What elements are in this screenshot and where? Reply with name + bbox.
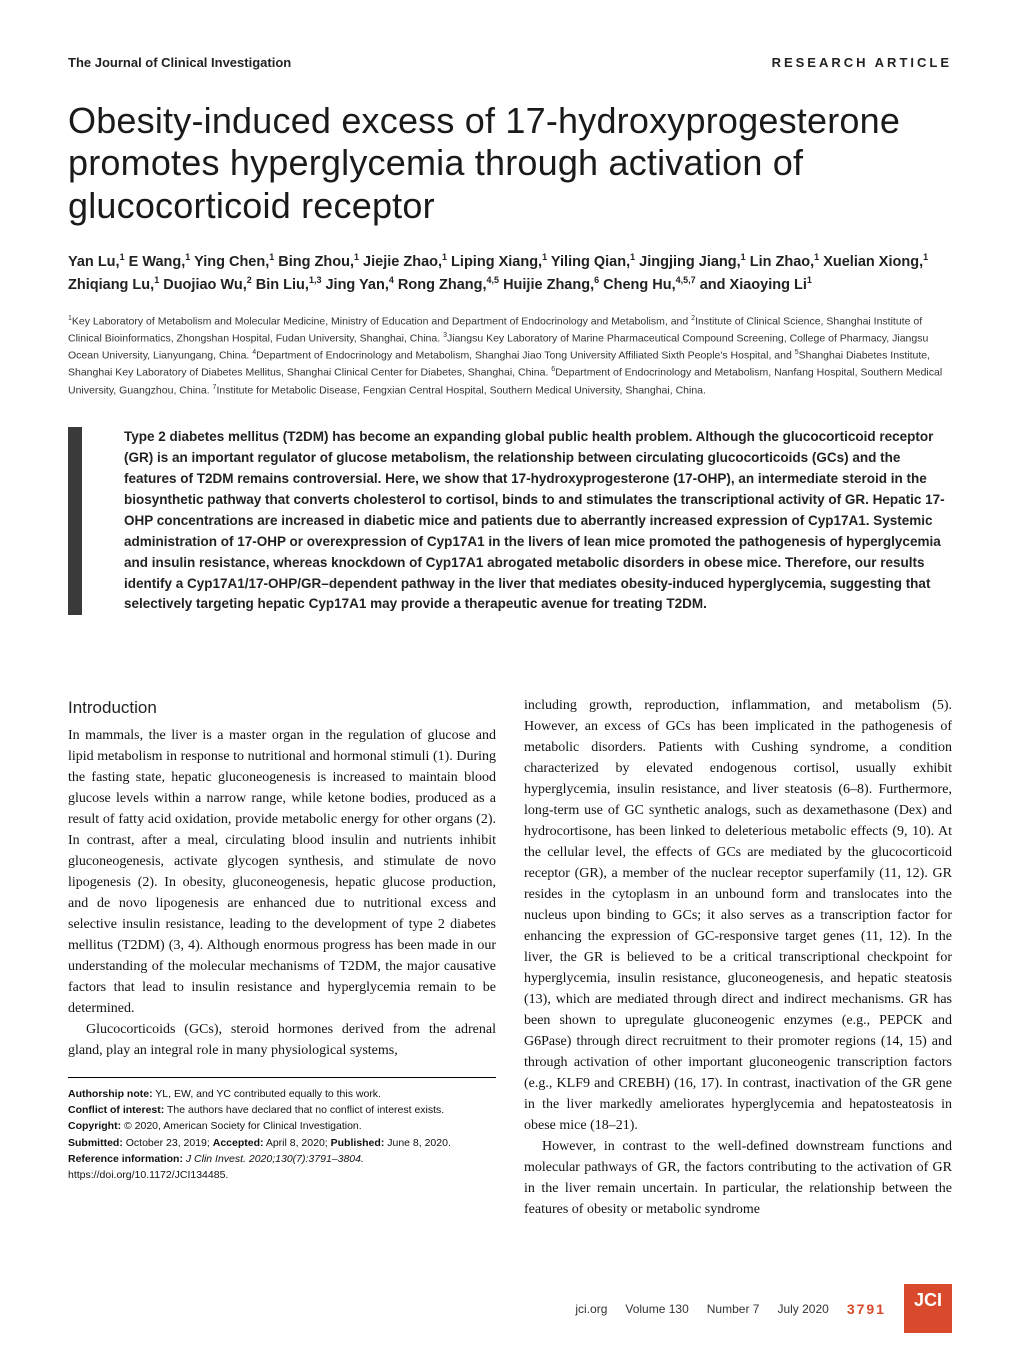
body-paragraph: However, in contrast to the well-defined…	[524, 1136, 952, 1220]
section-heading: Introduction	[68, 695, 496, 721]
article-title: Obesity-induced excess of 17-hydroxyprog…	[68, 100, 952, 227]
footer-site: jci.org	[575, 1302, 607, 1316]
submission-dates: Submitted: October 23, 2019; Accepted: A…	[68, 1135, 496, 1151]
reference-info: Reference information: J Clin Invest. 20…	[68, 1151, 496, 1167]
abstract-text: Type 2 diabetes mellitus (T2DM) has beco…	[82, 427, 952, 615]
authorship-note: Authorship note: YL, EW, and YC contribu…	[68, 1086, 496, 1102]
jci-badge-icon: JCI	[904, 1284, 952, 1333]
article-type: RESEARCH ARTICLE	[772, 55, 952, 70]
copyright-line: Copyright: © 2020, American Society for …	[68, 1118, 496, 1134]
body-paragraph: including growth, reproduction, inflamma…	[524, 695, 952, 1136]
footnotes-block: Authorship note: YL, EW, and YC contribu…	[68, 1077, 496, 1184]
body-columns: Introduction In mammals, the liver is a …	[68, 695, 952, 1220]
doi-link: https://doi.org/10.1172/JCI134485.	[68, 1167, 496, 1183]
footer-date: July 2020	[777, 1302, 828, 1316]
abstract-block: Type 2 diabetes mellitus (T2DM) has beco…	[68, 427, 952, 615]
page-footer: jci.org Volume 130 Number 7 July 2020 37…	[0, 1284, 1020, 1333]
abstract-sidebar	[68, 427, 82, 615]
body-paragraph: In mammals, the liver is a master organ …	[68, 725, 496, 1019]
footer-number: Number 7	[707, 1302, 760, 1316]
author-list: Yan Lu,1 E Wang,1 Ying Chen,1 Bing Zhou,…	[68, 251, 952, 296]
body-paragraph: Glucocorticoids (GCs), steroid hormones …	[68, 1019, 496, 1061]
affiliations: 1Key Laboratory of Metabolism and Molecu…	[68, 313, 952, 399]
footer-page-number: 3791	[847, 1301, 886, 1317]
journal-name: The Journal of Clinical Investigation	[68, 55, 291, 70]
column-right: including growth, reproduction, inflamma…	[524, 695, 952, 1220]
article-page: The Journal of Clinical Investigation RE…	[0, 0, 1020, 1365]
column-left: Introduction In mammals, the liver is a …	[68, 695, 496, 1220]
footer-volume: Volume 130	[625, 1302, 688, 1316]
running-header: The Journal of Clinical Investigation RE…	[68, 55, 952, 70]
conflict-of-interest: Conflict of interest: The authors have d…	[68, 1102, 496, 1118]
